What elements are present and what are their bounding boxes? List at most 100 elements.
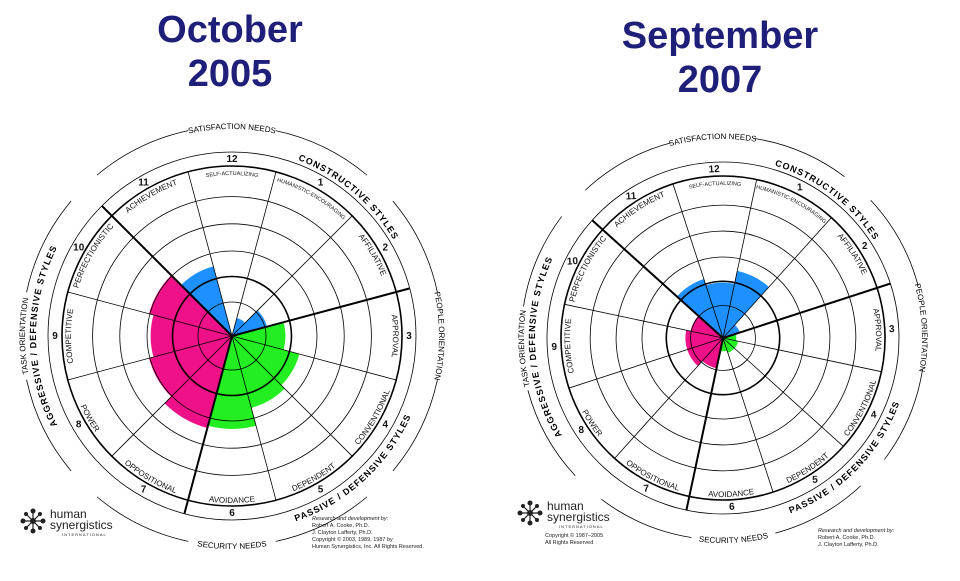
band-path bbox=[758, 377, 914, 521]
credit-line: Research and development by: bbox=[312, 516, 389, 522]
people-orientation-label: PEOPLE ORIENTATION bbox=[913, 282, 932, 373]
segment-label-path: AFFILIATIVE bbox=[835, 230, 869, 277]
segment-label-path: CONVENTIONAL bbox=[839, 378, 881, 439]
segment-number: 1 bbox=[797, 182, 804, 193]
credit-line: All Rights Reserved bbox=[545, 540, 594, 546]
wedge-seg-10 bbox=[148, 275, 232, 336]
wedge-seg-1 bbox=[232, 318, 246, 336]
people-orientation-label-arc bbox=[884, 369, 923, 460]
spoke bbox=[67, 291, 233, 337]
spoke bbox=[67, 335, 233, 381]
spoke bbox=[614, 337, 724, 459]
task-orientation-label-arc bbox=[26, 379, 72, 472]
style-divider bbox=[722, 282, 891, 339]
wedge-seg-2 bbox=[232, 310, 268, 336]
people-orientation-label-path: PEOPLE ORIENTATION bbox=[432, 291, 446, 381]
ring bbox=[641, 256, 805, 420]
satisfaction-needs-label: SATISFACTION NEEDS bbox=[187, 122, 276, 136]
spoke bbox=[722, 217, 832, 339]
wedge-seg-2 bbox=[723, 324, 740, 338]
segment-label: COMPETITIVE bbox=[64, 308, 75, 364]
segment-number: 2 bbox=[862, 241, 869, 252]
spoke bbox=[564, 303, 724, 339]
style-divider bbox=[183, 335, 233, 514]
satisfaction-needs-label-path: SATISFACTION NEEDS bbox=[187, 122, 276, 136]
credits-october-2005: Research and development by: Robert A. C… bbox=[312, 516, 424, 551]
security-needs-label-arc bbox=[96, 496, 189, 542]
segment-label-path: PERFECTIONISTIC bbox=[564, 234, 612, 304]
satisfaction-needs-label-arc bbox=[584, 142, 671, 191]
passive-defensive-label: PASSIVE / DEFENSIVE STYLES bbox=[782, 399, 907, 516]
logo-line1: human bbox=[547, 499, 584, 513]
style-divider bbox=[685, 337, 724, 511]
segment-number: 1 bbox=[318, 178, 324, 189]
outer-ring bbox=[546, 161, 900, 515]
style-divider bbox=[231, 287, 410, 337]
segment-label-path: SELF-ACTUALIZING bbox=[205, 171, 258, 179]
title-september-2007: September 2007 bbox=[600, 14, 840, 102]
wedge-seg-7 bbox=[164, 336, 232, 429]
satisfaction-needs-label-arc bbox=[96, 130, 189, 176]
segment-label: AFFILIATIVE bbox=[835, 230, 869, 277]
title-october-2005: October 2005 bbox=[130, 8, 330, 96]
spoke bbox=[231, 215, 353, 337]
segment-label: AVOIDANCE bbox=[707, 487, 754, 500]
style-divider bbox=[591, 219, 724, 339]
segment-label: PERFECTIONISTIC bbox=[564, 234, 612, 304]
security-needs-label-path: SECURITY NEEDS bbox=[197, 539, 268, 551]
wedge-seg-5 bbox=[723, 338, 735, 353]
ring bbox=[146, 250, 318, 422]
credits-september-2007: Research and development by: Robert A. C… bbox=[818, 528, 894, 549]
credit-line: Copyright © 2003, 1989, 1987 by bbox=[312, 537, 393, 543]
spoke bbox=[231, 335, 277, 501]
passive-defensive-label-path: PASSIVE / DEFENSIVE STYLES bbox=[782, 399, 907, 516]
ring bbox=[171, 275, 293, 397]
satisfaction-needs-label-arc bbox=[754, 138, 845, 177]
starburst-icon bbox=[20, 508, 46, 534]
segment-number: 4 bbox=[871, 410, 878, 421]
credit-line: Human Synergistics, Inc. All Rights Rese… bbox=[312, 544, 424, 550]
segment-number: 10 bbox=[567, 256, 579, 268]
wedge-seg-6 bbox=[207, 336, 257, 429]
segment-number: 11 bbox=[138, 178, 149, 189]
wedge-seg-11 bbox=[181, 266, 232, 336]
spoke bbox=[231, 171, 277, 337]
people-orientation-label: PEOPLE ORIENTATION bbox=[432, 291, 446, 381]
wedge-seg-9 bbox=[150, 314, 232, 358]
title-month: September bbox=[621, 15, 819, 57]
circumplex-body: HUMANISTIC-ENCOURAGING1AFFILIATIVE2APPRO… bbox=[515, 130, 932, 547]
segment-label: APPROVAL bbox=[390, 314, 400, 359]
ring bbox=[615, 230, 831, 446]
people-orientation-label-arc bbox=[870, 199, 919, 286]
ring bbox=[92, 196, 372, 476]
spoke bbox=[187, 171, 233, 337]
wedge-seg-6 bbox=[720, 338, 728, 352]
segment-number: 9 bbox=[52, 331, 58, 342]
wedge-seg-8 bbox=[148, 336, 232, 397]
task-orientation-label-arc bbox=[523, 216, 562, 307]
segment-label-path: SELF-ACTUALIZING bbox=[688, 180, 742, 191]
starburst-icon bbox=[517, 500, 543, 526]
outer-ring bbox=[47, 151, 417, 521]
title-month: October bbox=[157, 9, 303, 51]
ring bbox=[665, 280, 781, 396]
credit-line: Copyright © 1987–2005 bbox=[545, 533, 604, 539]
credit-line: J. Clayton Lafferty, Ph.D. bbox=[818, 542, 879, 548]
title-year: 2005 bbox=[187, 53, 273, 95]
satisfaction-needs-label-path: SATISFACTION NEEDS bbox=[668, 130, 758, 148]
copyright-september-2007: Copyright © 1987–2005 All Rights Reserve… bbox=[545, 533, 603, 547]
segment-number: 12 bbox=[708, 164, 720, 176]
segment-number: 9 bbox=[551, 342, 558, 353]
ring bbox=[119, 223, 345, 449]
title-year: 2007 bbox=[677, 59, 763, 101]
security-needs-label-arc bbox=[275, 496, 368, 542]
segment-number: 7 bbox=[141, 484, 147, 495]
security-needs-label-arc bbox=[601, 499, 692, 538]
wedge-seg-1 bbox=[723, 270, 769, 338]
logo-sub: INTERNATIONAL bbox=[559, 524, 604, 529]
segment-number: 5 bbox=[318, 484, 324, 495]
segment-label: AVOIDANCE bbox=[209, 494, 256, 505]
task-orientation-label: TASK ORIENTATION bbox=[18, 297, 30, 375]
ring bbox=[589, 204, 857, 472]
